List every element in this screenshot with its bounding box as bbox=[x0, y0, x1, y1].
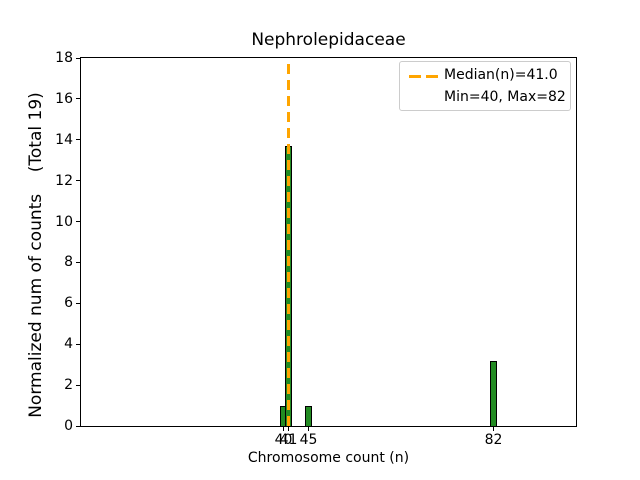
y-tick-label-2: 2 bbox=[64, 377, 73, 394]
plot-area bbox=[80, 57, 577, 427]
legend-minmax-label: Min=40, Max=82 bbox=[444, 89, 566, 105]
x-tick-41 bbox=[288, 427, 289, 431]
y-tick-label-12: 12 bbox=[55, 172, 73, 189]
legend-dash-segment bbox=[409, 75, 421, 78]
y-tick-8 bbox=[76, 261, 80, 263]
legend-median-label: Median(n)=41.0 bbox=[444, 67, 558, 83]
median-line bbox=[287, 62, 290, 426]
y-tick-10 bbox=[76, 221, 80, 223]
y-tick-label-4: 4 bbox=[64, 336, 73, 353]
histogram-bar-n45 bbox=[305, 405, 312, 426]
y-tick-label-8: 8 bbox=[64, 254, 73, 271]
y-tick-label-6: 6 bbox=[64, 295, 73, 312]
y-tick-label-16: 16 bbox=[55, 90, 73, 107]
y-tick-0 bbox=[76, 425, 80, 427]
x-tick-40 bbox=[283, 427, 284, 431]
histogram-bar-n82 bbox=[490, 360, 497, 426]
x-tick-label-82: 82 bbox=[484, 432, 503, 448]
x-tick-82 bbox=[493, 427, 494, 431]
y-tick-label-10: 10 bbox=[55, 213, 73, 230]
median-line-legend-swatch bbox=[409, 75, 438, 78]
x-tick-label-41: 41 bbox=[279, 432, 298, 448]
y-tick-14 bbox=[76, 139, 80, 141]
legend-dash-segment bbox=[426, 75, 438, 78]
y-tick-label-14: 14 bbox=[55, 131, 73, 148]
legend: Median(n)=41.0 Min=40, Max=82 bbox=[399, 61, 571, 111]
y-tick-label-0: 0 bbox=[64, 418, 73, 434]
x-tick-45 bbox=[308, 427, 309, 431]
chart-title: Nephrolepidaceae bbox=[251, 30, 406, 50]
y-tick-4 bbox=[76, 343, 80, 345]
y-tick-18 bbox=[76, 57, 80, 59]
y-tick-6 bbox=[76, 302, 80, 304]
y-tick-12 bbox=[76, 180, 80, 182]
y-tick-label-18: 18 bbox=[55, 50, 73, 66]
x-tick-label-45: 45 bbox=[299, 432, 318, 448]
x-axis-label: Chromosome count (n) bbox=[247, 450, 410, 466]
y-tick-2 bbox=[76, 384, 80, 386]
y-tick-16 bbox=[76, 98, 80, 100]
x-tick-label-40: 40 bbox=[274, 432, 293, 448]
